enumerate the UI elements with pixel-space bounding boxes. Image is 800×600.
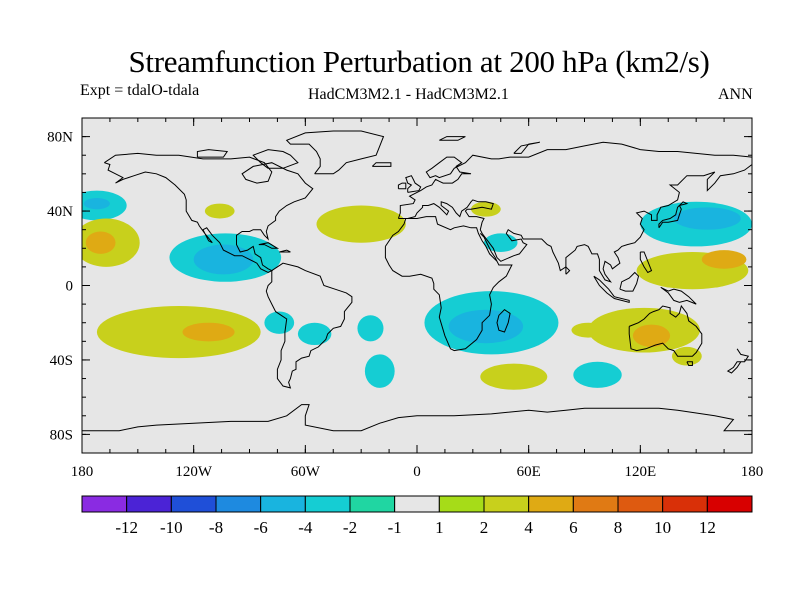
colorbar-label: 6 xyxy=(569,518,578,537)
coastline-north-america xyxy=(104,152,314,274)
coastline-arabian-red-sea xyxy=(479,233,498,262)
region-s-pacific-core xyxy=(182,322,235,342)
coastline-greenland xyxy=(285,130,385,175)
y-axis-ticks: 80N 40N 0 40S 80S xyxy=(47,130,752,443)
coastlines xyxy=(82,130,752,432)
colorbar-label: -12 xyxy=(115,518,138,537)
chart-title: Streamfunction Perturbation at 200 hPa (… xyxy=(128,44,710,79)
colorbar-label: 8 xyxy=(614,518,623,537)
colorbar-label: -10 xyxy=(160,518,183,537)
colorbar-label: 12 xyxy=(699,518,716,537)
coastline-africa xyxy=(384,216,513,352)
colorbar-label: -8 xyxy=(209,518,223,537)
region-s-america-w xyxy=(264,311,295,334)
coastline-sumatra-java xyxy=(593,275,630,303)
x-axis-ticks: 180 120W 60W 0 60E 120E 180 xyxy=(71,118,764,480)
region-nw-pacific-core xyxy=(673,207,741,230)
colorbar-label: -1 xyxy=(388,518,402,537)
colorbar-label: -2 xyxy=(343,518,357,537)
coastline-australia xyxy=(628,304,703,357)
coastline-new-zealand xyxy=(726,348,750,374)
colorbar-swatch xyxy=(260,495,306,513)
colorbar-swatch xyxy=(349,495,396,513)
region-mediterranean xyxy=(470,201,501,217)
coastline-antarctica xyxy=(82,404,752,432)
x-tick-label: 60W xyxy=(291,464,321,480)
region-subtrop-pacific-east-core xyxy=(85,231,116,254)
coastline-south-america xyxy=(265,262,353,389)
colorbar-label: 10 xyxy=(654,518,671,537)
colorbar-swatch xyxy=(126,495,172,513)
region-w-pacific-tropics-core xyxy=(701,250,747,269)
colorbar-swatch xyxy=(438,495,485,513)
region-southern-africa-core xyxy=(448,309,524,344)
coastline-svalbard xyxy=(439,136,466,141)
coastline-madagascar xyxy=(496,309,511,333)
coastline-cuba xyxy=(258,242,280,249)
coastline-iceland xyxy=(371,162,392,167)
coastline-sri-lanka xyxy=(565,265,571,275)
y-tick-label: 80S xyxy=(50,427,73,443)
y-tick-label: 40S xyxy=(50,353,73,369)
coastline-britain xyxy=(405,175,422,193)
experiment-label: Expt = tdalO-tdala xyxy=(80,82,200,99)
region-s-indian-east xyxy=(573,361,622,388)
y-tick-label: 80N xyxy=(47,130,73,146)
colorbar-swatch xyxy=(662,495,708,513)
region-s-pacific xyxy=(96,305,261,359)
region-australia-core xyxy=(632,324,671,347)
coastline-novaya-zemlya xyxy=(513,141,540,154)
region-central-america-core xyxy=(193,244,254,275)
contour-fill-layer xyxy=(82,190,752,390)
region-s-ocean-mid xyxy=(364,354,395,388)
x-tick-label: 120E xyxy=(624,464,656,480)
region-n-pacific-east-core xyxy=(83,198,110,210)
region-s-indian xyxy=(480,363,548,390)
coastline-borneo xyxy=(619,271,640,292)
x-tick-label: 180 xyxy=(741,464,764,480)
x-tick-label: 180 xyxy=(71,464,94,480)
coastline-hispaniola xyxy=(279,249,291,253)
colorbar-swatch xyxy=(483,495,530,513)
region-n-america-sw xyxy=(204,203,235,219)
colorbar-label: 4 xyxy=(524,518,533,537)
colorbar-label: 2 xyxy=(480,518,489,537)
coastline-tasmania xyxy=(686,361,693,366)
colorbar-label: -6 xyxy=(254,518,268,537)
season-label: ANN xyxy=(718,86,753,103)
colorbar-swatch xyxy=(528,495,574,513)
colorbar-swatch xyxy=(394,495,440,513)
colorbar-swatch xyxy=(304,495,351,513)
colorbar-swatch xyxy=(81,495,128,513)
colorbar-swatch xyxy=(572,495,619,513)
coastline-ireland xyxy=(397,182,407,190)
coastline-eurasia xyxy=(397,141,752,283)
y-tick-label: 0 xyxy=(66,279,74,295)
colorbar-swatch xyxy=(617,495,664,513)
x-tick-label: 0 xyxy=(413,464,421,480)
colorbar-label: -4 xyxy=(298,518,313,537)
coastline-victoria-island xyxy=(196,149,229,158)
x-tick-label: 120W xyxy=(175,464,213,480)
colorbar-swatch xyxy=(170,495,217,513)
coastline-japan xyxy=(658,201,689,229)
region-s-atlantic-s xyxy=(357,315,384,342)
colorbar-label: 1 xyxy=(435,518,444,537)
x-tick-label: 60E xyxy=(517,464,541,480)
coastline-new-guinea xyxy=(660,286,697,305)
colorbar-swatch xyxy=(215,495,262,513)
coastline-philippines xyxy=(639,251,653,274)
region-s-atlantic-w xyxy=(297,322,332,346)
map-background xyxy=(82,118,752,453)
coastline-baffin-island xyxy=(252,149,299,169)
region-n-atlantic xyxy=(316,205,406,243)
colorbar-swatch xyxy=(706,495,753,513)
model-label: HadCM3M2.1 - HadCM3M2.1 xyxy=(308,86,509,103)
y-tick-label: 40N xyxy=(47,204,73,220)
colorbar: -12 -10 -8 -6 -4 -2 -1 1 2 4 6 8 10 12 xyxy=(81,495,753,537)
